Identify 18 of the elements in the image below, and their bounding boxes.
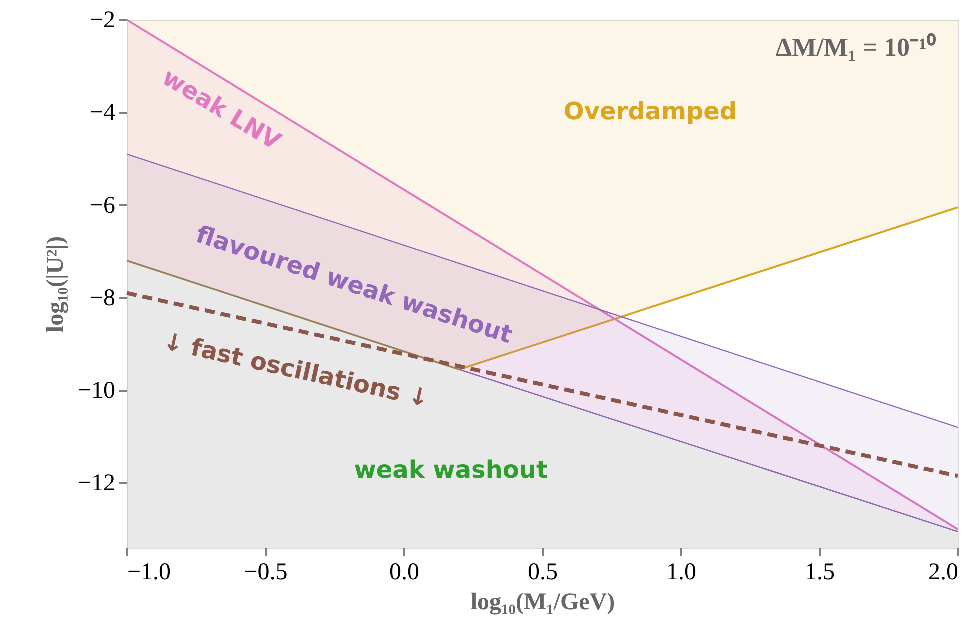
text: Overdamped [564, 98, 738, 126]
annotation: ΔM/M₁ = 10⁻¹⁰ [776, 32, 937, 62]
x-tick-label: 0.5 [528, 560, 558, 586]
y-tick-label: −2 [90, 8, 116, 34]
x-tick-label: −0.5 [244, 560, 288, 586]
y-tick-label: −8 [90, 285, 116, 312]
x-tick-label: 2.0 [928, 560, 958, 586]
x-tick-label: 1.5 [805, 560, 835, 586]
x-tick-label: 1.0 [666, 560, 696, 586]
x-tick-label: 0.0 [390, 560, 420, 586]
y-tick-label: −10 [78, 378, 116, 404]
y-tick-label: −4 [90, 100, 116, 126]
y-axis-title: log₁₀(|U²|) [42, 236, 69, 333]
annotation: weak washout [354, 456, 548, 484]
y-tick-label: −12 [78, 470, 116, 497]
x-tick-label: −1.0 [128, 560, 172, 586]
x-axis-title: log₁₀(M₁/GeV) [470, 590, 616, 616]
y-tick-label: −6 [90, 192, 116, 219]
